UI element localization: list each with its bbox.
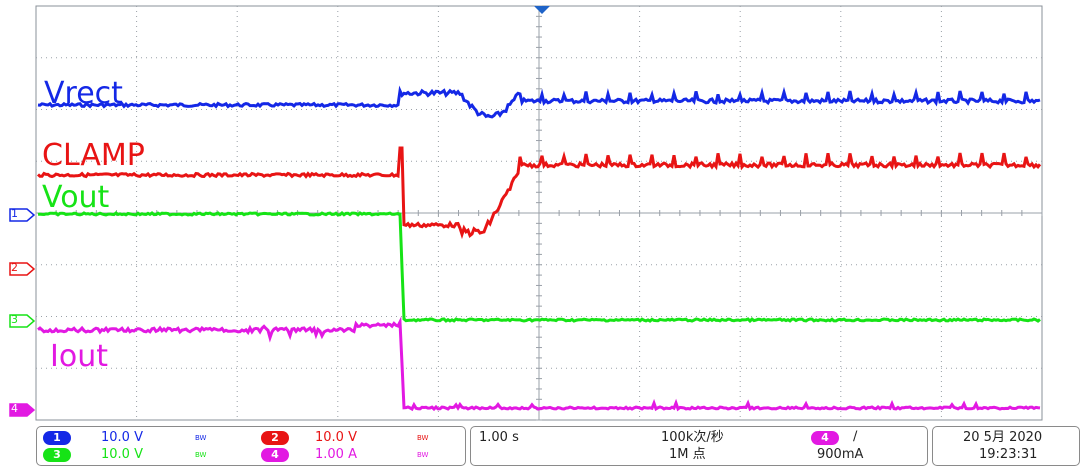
marker-arrow-icon [9,208,35,222]
trigger-level-value: 900mA [817,447,864,462]
sample-rate-value: 100k次/秒 [661,430,724,445]
trace-label-iout: Iout [50,339,108,374]
marker-arrow-icon [9,262,35,276]
channel-1-marker[interactable]: 1 [9,207,35,222]
trace-vout [37,211,1041,324]
ch4-badge[interactable]: 4 [261,448,289,462]
trace-iout [37,316,1041,412]
marker-arrow-icon [9,403,35,417]
channel-3-marker[interactable]: 3 [9,313,35,328]
timebase-value: 1.00 s [479,430,519,445]
trace-label-vout: Vout [42,180,110,215]
trace-clamp [36,146,1042,240]
ch4-scale: 1.00 A [315,447,357,462]
trigger-slope-icon: ∕ [853,429,858,444]
channel-4-marker[interactable]: 4 [9,402,35,417]
ch1-bw-icon: BW [195,434,207,442]
date-value: 20 5月 2020 [963,430,1043,445]
datetime-panel: 20 5月 2020 19:23:31 [932,426,1080,466]
trace-vrect [37,85,1041,119]
trigger-position-icon[interactable] [534,6,550,14]
ch2-bw-icon: BW [417,434,429,442]
ch3-bw-icon: BW [195,451,207,459]
status-bar: 1 10.0 V BW 2 10.0 V BW 3 10.0 V BW 4 1.… [36,426,1080,466]
ch3-badge[interactable]: 3 [43,448,71,462]
marker-arrow-icon [9,314,35,328]
channel-settings-panel[interactable]: 1 10.0 V BW 2 10.0 V BW 3 10.0 V BW 4 1.… [36,426,466,466]
record-length-value: 1M 点 [669,447,706,462]
ch4-bw-icon: BW [417,451,429,459]
ch3-scale: 10.0 V [101,447,143,462]
trace-label-clamp: CLAMP [42,138,145,173]
ch2-badge[interactable]: 2 [261,431,289,445]
time-value: 19:23:31 [979,447,1038,462]
trace-label-vrect: Vrect [44,76,123,111]
ch1-badge[interactable]: 1 [43,431,71,445]
ch1-scale: 10.0 V [101,430,143,445]
channel-2-marker[interactable]: 2 [9,261,35,276]
ch2-scale: 10.0 V [315,430,357,445]
trigger-source-badge[interactable]: 4 [811,431,839,445]
horizontal-trigger-panel[interactable]: 1.00 s 100k次/秒 1M 点 4 ∕ 900mA [470,426,928,466]
